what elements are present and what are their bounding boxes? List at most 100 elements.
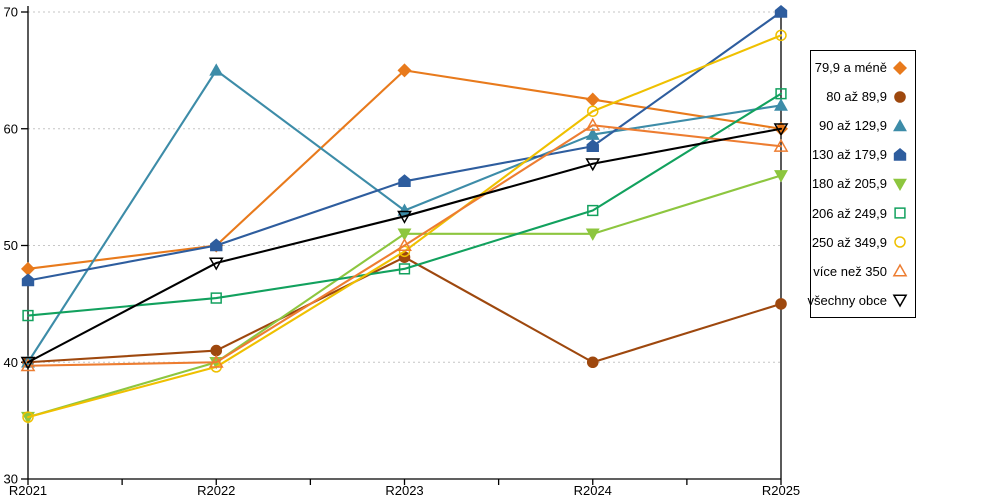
- triangle-up-filled-icon: [209, 63, 224, 76]
- triangle-down-filled-icon: [397, 228, 412, 241]
- series-1-point-R2024: [586, 356, 599, 369]
- circle-open-icon: [22, 411, 34, 423]
- legend-item-6: 250 až 349,9: [811, 234, 908, 250]
- series-4-point-R2025: [774, 170, 788, 183]
- legend-item-label: 130 až 179,9: [811, 147, 887, 163]
- x-tick-label-R2025: R2025: [762, 483, 800, 498]
- y-tick-label-40: 40: [4, 355, 18, 370]
- square-open-icon: [398, 263, 411, 275]
- legend-item-0: 79,9 a méně: [813, 60, 908, 76]
- circle-open-icon: [775, 29, 787, 42]
- series-8-point-R2024: [585, 158, 601, 172]
- series-7-point-R2023: [397, 237, 412, 252]
- series-2-point-R2022: [209, 63, 224, 76]
- circle-filled-icon: [586, 356, 599, 369]
- series-line-1: [26, 256, 783, 364]
- circle-open-icon: [587, 105, 599, 117]
- legend-item-4: 180 až 205,9: [811, 176, 908, 192]
- y-tick-label-70: 70: [4, 5, 18, 20]
- triangle-up-filled-icon: [774, 98, 788, 111]
- series-7-point-R2025: [773, 138, 789, 152]
- triangle-down-open-icon: [585, 158, 601, 172]
- legend-item-label: 80 až 89,9: [826, 89, 887, 105]
- triangle-up-open-icon: [20, 358, 36, 372]
- triangle-down-open-icon: [20, 356, 36, 370]
- series-1-point-R2025: [775, 298, 787, 310]
- series-0-point-R2021: [20, 261, 36, 276]
- series-6-point-R2021: [22, 411, 34, 423]
- triangle-down-filled-icon: [585, 228, 600, 241]
- series-8-point-R2023: [397, 210, 412, 224]
- series-3-point-R2022: [210, 238, 223, 252]
- legend-item-label: všechny obce: [807, 292, 888, 308]
- x-tick-label-R2022: R2022: [197, 483, 235, 498]
- circle-filled-icon: [210, 344, 223, 357]
- series-1-point-R2022: [210, 344, 223, 357]
- legend-item-label: 79,9 a méně: [814, 60, 887, 76]
- legend-item-2: 90 až 129,9: [813, 118, 908, 134]
- triangle-down-open-icon: [208, 257, 224, 271]
- triangle-up-open-icon: [397, 237, 412, 252]
- triangle-up-open-icon: [585, 117, 601, 131]
- x-tick-label-R2021: R2021: [9, 483, 47, 498]
- legend-item-label: 180 až 205,9: [811, 176, 887, 192]
- series-line-6: [26, 34, 783, 419]
- square-open-icon: [894, 207, 906, 219]
- triangle-down-open-icon: [773, 123, 789, 137]
- legend-item-7: více než 350: [813, 263, 908, 279]
- series-line-8: [26, 127, 783, 364]
- series-7-point-R2021: [20, 358, 36, 372]
- series-0-point-R2024: [585, 92, 600, 107]
- series-5-point-R2021: [22, 309, 34, 322]
- triangle-down-filled-icon: [893, 178, 907, 192]
- series-2-point-R2025: [774, 98, 788, 111]
- legend-marker: [894, 236, 906, 248]
- series-7-point-R2024: [585, 117, 601, 131]
- triangle-up-open-icon: [892, 263, 908, 277]
- series-8-point-R2025: [773, 123, 789, 137]
- square-open-icon: [22, 309, 34, 322]
- legend-marker: [892, 60, 908, 75]
- triangle-up-open-icon: [208, 354, 224, 368]
- series-3-point-R2021: [21, 273, 35, 287]
- series-5-point-R2023: [398, 263, 411, 275]
- y-tick-label-30: 30: [4, 472, 18, 487]
- legend-marker: [892, 263, 908, 277]
- triangle-down-open-icon: [397, 210, 412, 224]
- legend-item-label: 90 až 129,9: [819, 118, 887, 134]
- legend-marker: [894, 207, 906, 219]
- legend-item-label: více než 350: [813, 263, 887, 279]
- legend-marker: [894, 90, 906, 103]
- legend-item-label: 206 až 249,9: [811, 205, 887, 221]
- diamond-filled-icon: [397, 63, 412, 78]
- diamond-filled-icon: [892, 60, 908, 75]
- series-7-point-R2022: [208, 354, 224, 368]
- series-3-point-R2025: [774, 4, 788, 18]
- series-4-point-R2024: [585, 228, 600, 241]
- legend: 79,9 a méně 80 až 89,9 90 až 129,9 130 až 1…: [807, 50, 916, 318]
- series-3-point-R2023: [398, 174, 411, 187]
- series-5-point-R2024: [587, 204, 599, 217]
- series-6-point-R2024: [587, 105, 599, 117]
- x-tick-label-R2023: R2023: [385, 483, 423, 498]
- legend-marker: [893, 118, 907, 132]
- triangle-down-filled-icon: [774, 170, 788, 183]
- circle-filled-icon: [775, 298, 787, 310]
- legend-item-label: 250 až 349,9: [811, 234, 887, 250]
- circle-open-icon: [894, 236, 906, 248]
- pentagon-filled-icon: [398, 174, 411, 187]
- circle-filled-icon: [894, 90, 906, 103]
- y-tick-label-60: 60: [4, 121, 18, 136]
- pentagon-filled-icon: [893, 147, 907, 161]
- pentagon-filled-icon: [774, 4, 788, 18]
- triangle-down-open-icon: [892, 294, 908, 308]
- legend-marker: [893, 147, 907, 161]
- triangle-up-filled-icon: [893, 118, 907, 132]
- legend-item-5: 206 až 249,9: [811, 205, 908, 221]
- legend-item-3: 130 až 179,9: [811, 147, 908, 163]
- square-open-icon: [587, 204, 599, 217]
- square-open-icon: [210, 292, 222, 304]
- series-5-point-R2025: [775, 88, 787, 100]
- series-6-point-R2025: [775, 29, 787, 42]
